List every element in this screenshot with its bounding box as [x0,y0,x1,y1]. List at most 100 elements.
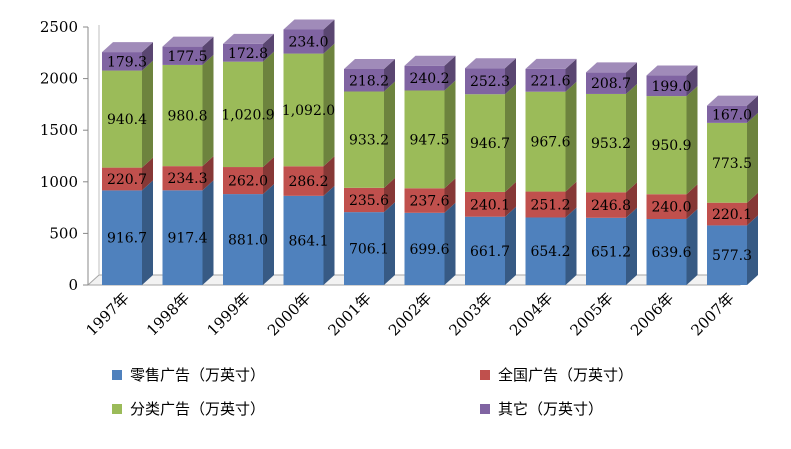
bar-side [626,83,637,193]
bar-top [404,55,456,66]
data-label: 167.0 [712,107,752,123]
y-tick-label: 2000 [40,70,78,88]
bar-segment [525,207,577,285]
bar-front [646,75,687,97]
data-label: 940.4 [107,112,147,128]
bar-top [707,95,758,106]
bar-side [565,81,577,192]
bar-front [223,194,263,285]
legend-label: 全国广告（万英寸） [498,366,633,384]
data-label: 967.6 [530,135,570,151]
data-label: 220.7 [107,172,147,188]
bar-front [344,212,384,285]
bar-segment [344,58,395,92]
x-category-labels: 1997年 1998年 1999年 2000年 2001年 2002年 2003年 2004年… [82,289,737,339]
data-label: 950.9 [651,138,691,154]
data-label: 773.5 [712,156,752,172]
bar-side [323,19,335,54]
bar-side [565,207,577,285]
bar-front [646,96,687,195]
bar-side [384,202,395,285]
x-category-label: 2002年 [385,289,435,339]
legend-item: 零售广告（万英寸） [112,366,265,384]
bar-front [223,167,263,195]
data-label: 177.5 [167,49,207,65]
y-tick-label: 1500 [40,121,78,139]
bar-side [142,60,153,168]
bar-segment [102,42,153,71]
bar-segment [162,180,214,285]
bar-segment [223,33,274,62]
bar-segment [525,58,577,92]
bar-side [202,36,214,65]
bar-side [142,180,153,285]
x-category-label: 2001年 [324,289,374,339]
data-label: 917.4 [167,231,207,247]
y-tick-label: 1000 [40,173,78,191]
bar-segment [707,192,758,226]
data-label: 172.8 [228,46,268,62]
bar-side [686,208,698,285]
bar-side [444,55,456,91]
bar-side [202,180,214,285]
legend-item: 其它（万英寸） [480,400,603,418]
bar-front [162,46,203,65]
bar-front [102,52,142,71]
bar-front [586,192,626,218]
bar-segment [707,95,758,123]
bar-segment [223,51,274,168]
bar-segment [586,207,637,285]
bar-segment [646,208,698,285]
data-label: 208.7 [591,76,631,92]
bar-segment [344,177,395,213]
data-label: 651.2 [591,244,631,260]
bar-segment [404,55,456,91]
bar-front [525,191,566,218]
bar-side [142,157,153,191]
bar-side [323,156,335,196]
bar-segment [344,81,395,188]
bar-segment [162,54,214,167]
bar-top [344,58,395,69]
bar-segment [102,60,153,168]
data-label: 946.7 [470,136,510,152]
bar-side [444,202,456,285]
legend-label: 零售广告（万英寸） [130,366,265,384]
bar-segment [465,181,516,217]
x-category-label: 2004年 [506,289,556,339]
data-label: 286.2 [288,174,328,190]
bar-front [465,191,505,217]
bar-segment [525,181,577,218]
legend-swatch [480,370,490,380]
bar-side [384,177,395,213]
bar-top [465,58,516,69]
bar-segment [223,157,274,195]
legend-item: 分类广告（万英寸） [112,400,265,418]
data-label: 933.2 [349,133,389,149]
x-category-label: 1998年 [143,289,193,339]
bar-side [565,181,577,218]
legend-swatch [480,404,490,414]
bar-side [505,206,516,285]
bar-segment [586,182,637,218]
bar-segment [707,112,758,203]
data-label: 237.6 [409,194,449,210]
bar-segment [283,19,335,54]
bar-top [646,65,698,76]
bar-front [283,53,324,167]
bar-front [586,93,626,193]
data-label: 221.6 [530,73,570,89]
bar-side [202,54,214,167]
bar-front [465,94,505,192]
bar-front [404,90,445,189]
data-label: 661.7 [470,244,510,260]
bar-front [525,68,566,92]
bar-front [223,61,263,168]
bar-top [102,42,153,53]
bar-side [323,185,335,285]
legend-swatch [112,404,122,414]
data-label: 179.3 [107,54,147,70]
legend-swatch [112,370,122,380]
bar-front [404,65,445,91]
bar-front [102,70,142,168]
